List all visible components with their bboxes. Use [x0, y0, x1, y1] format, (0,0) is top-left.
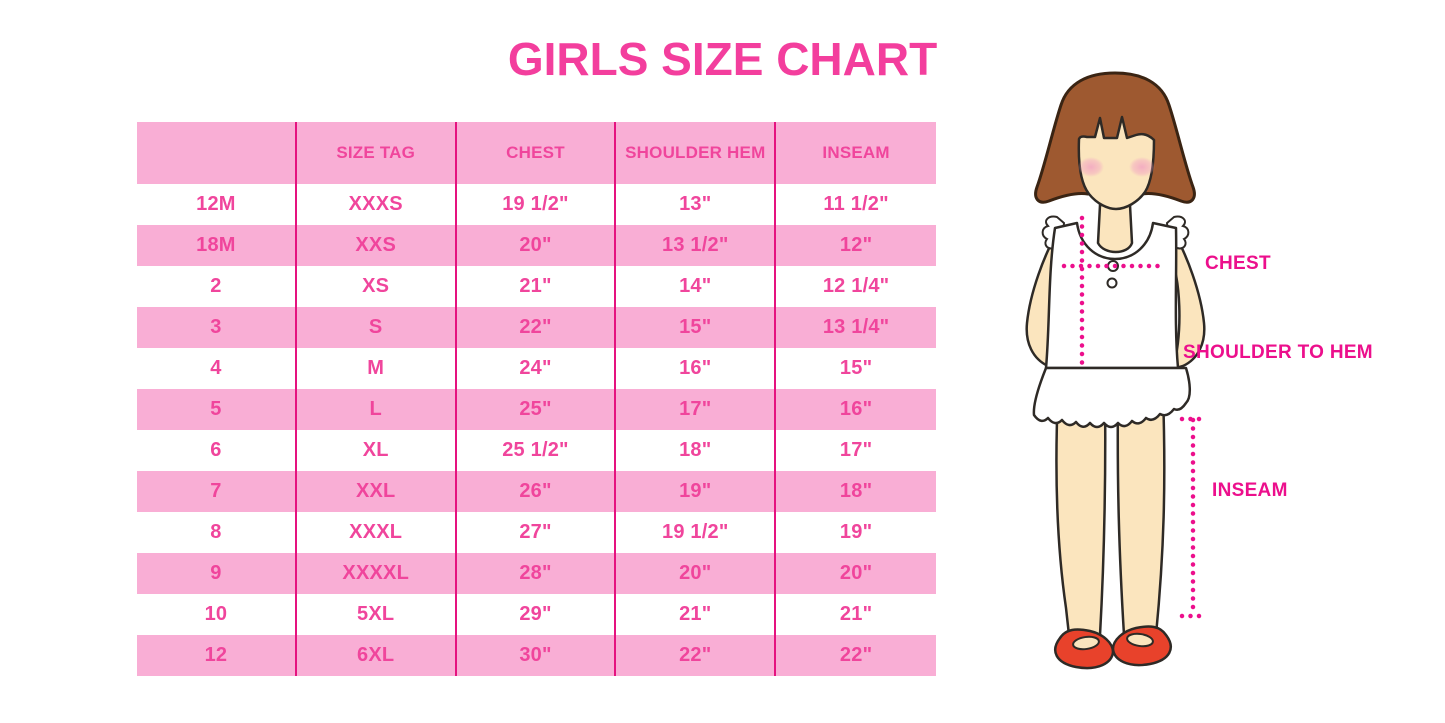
- cell-inseam: 21": [839, 603, 873, 625]
- page-title: GIRLS SIZE CHART: [507, 33, 938, 85]
- cell-chest: 30": [457, 635, 617, 676]
- table-row: 6 XL 25 1/2" 18" 17": [137, 430, 936, 471]
- cell-shoulder-hem: 21": [616, 594, 777, 635]
- cell-inseam: 19": [839, 521, 873, 543]
- cell-shoulder-hem: 14": [616, 266, 777, 307]
- cell-size-tag: XXS: [297, 225, 457, 266]
- left-leg: [1055, 391, 1107, 637]
- cell-inseam: 18": [839, 480, 873, 502]
- cell-chest: 22": [457, 307, 617, 348]
- cell-shoulder-hem: 15": [616, 307, 777, 348]
- cell-shoulder-hem: 22": [616, 635, 777, 676]
- cell-chest: 25": [457, 389, 617, 430]
- table-row: 8 XXXL 27" 19 1/2" 19": [137, 512, 936, 553]
- cell-shoulder-hem: 17": [616, 389, 777, 430]
- column-header-blank: [137, 122, 297, 184]
- column-header-size-tag: SIZE TAG: [297, 122, 457, 184]
- cell-inseam: 13 1/4": [822, 316, 890, 338]
- cell-inseam: 17": [839, 439, 873, 461]
- cell-inseam: 16": [839, 398, 873, 420]
- cell-size: 4: [137, 348, 297, 389]
- cell-size: 2: [137, 266, 297, 307]
- cell-size-tag: XXXL: [297, 512, 457, 553]
- cell-size-tag: M: [297, 348, 457, 389]
- cell-chest: 24": [457, 348, 617, 389]
- table-header-row: SIZE TAG CHEST SHOULDER HEM INSEAM: [137, 122, 936, 184]
- left-shoe: [1054, 628, 1115, 670]
- cell-size-tag: L: [297, 389, 457, 430]
- table-row: 9 XXXXL 28" 20" 20": [137, 553, 936, 594]
- cell-size-tag: XL: [297, 430, 457, 471]
- cell-size: 7: [137, 471, 297, 512]
- cell-shoulder-hem: 13": [616, 184, 777, 225]
- inseam-label: INSEAM: [1212, 480, 1288, 501]
- cell-size: 5: [137, 389, 297, 430]
- cell-size-tag: XXXS: [297, 184, 457, 225]
- table-row: 5 L 25" 17" 16": [137, 389, 936, 430]
- button-bottom: [1106, 277, 1118, 289]
- table-row: 18M XXS 20" 13 1/2" 12": [137, 225, 936, 266]
- cell-size-tag: XXXXL: [297, 553, 457, 594]
- column-header-shoulder-hem: SHOULDER HEM: [616, 122, 777, 184]
- table-row: 4 M 24" 16" 15": [137, 348, 936, 389]
- neck: [1096, 203, 1134, 254]
- cell-shoulder-hem: 18": [616, 430, 777, 471]
- cell-size: 10: [137, 594, 297, 635]
- skirt: [1032, 366, 1191, 429]
- size-chart-table: SIZE TAG CHEST SHOULDER HEM INSEAM 12M X…: [137, 122, 936, 676]
- cell-shoulder-hem: 13 1/2": [616, 225, 777, 266]
- inseam-measure-line: [1179, 416, 1208, 619]
- table-row: 10 5XL 29" 21" 21": [137, 594, 936, 635]
- cell-chest: 26": [457, 471, 617, 512]
- cell-inseam: 12 1/4": [822, 275, 890, 297]
- cell-size-tag: 6XL: [297, 635, 457, 676]
- table-row: 12M XXXS 19 1/2" 13" 11 1/2": [137, 184, 936, 225]
- chest-label: CHEST: [1205, 253, 1271, 274]
- cell-chest: 19 1/2": [457, 184, 617, 225]
- dress-bodice: [1044, 221, 1180, 370]
- cell-inseam: 22": [839, 644, 873, 666]
- cell-size-tag: XS: [297, 266, 457, 307]
- shoulder-to-hem-label: SHOULDER TO HEM: [1183, 342, 1373, 363]
- cell-size-tag: 5XL: [297, 594, 457, 635]
- cell-shoulder-hem: 19": [616, 471, 777, 512]
- cell-chest: 21": [457, 266, 617, 307]
- cell-chest: 29": [457, 594, 617, 635]
- cell-inseam: 12": [839, 234, 873, 256]
- cell-inseam: 20": [839, 562, 873, 584]
- cell-size: 8: [137, 512, 297, 553]
- column-header-inseam: INSEAM: [822, 143, 890, 162]
- right-shoe: [1111, 625, 1172, 667]
- right-arm: [1167, 227, 1206, 371]
- cell-size: 6: [137, 430, 297, 471]
- cell-size-tag: XXL: [297, 471, 457, 512]
- column-header-chest: CHEST: [457, 122, 617, 184]
- right-leg: [1116, 391, 1166, 637]
- table-row: 7 XXL 26" 19" 18": [137, 471, 936, 512]
- cell-size: 18M: [137, 225, 297, 266]
- cell-size: 12M: [137, 184, 297, 225]
- cell-size: 9: [137, 553, 297, 594]
- girl-illustration: [1025, 71, 1208, 670]
- blush-right: [1129, 157, 1155, 177]
- size-guide-figure: CHEST SHOULDER TO HEM INSEAM: [1000, 63, 1445, 723]
- blush-left: [1078, 157, 1104, 177]
- table-row: 12 6XL 30" 22" 22": [137, 635, 936, 676]
- table-row: 3 S 22" 15" 13 1/4": [137, 307, 936, 348]
- cell-chest: 20": [457, 225, 617, 266]
- cell-shoulder-hem: 16": [616, 348, 777, 389]
- table-row: 2 XS 21" 14" 12 1/4": [137, 266, 936, 307]
- cell-chest: 27": [457, 512, 617, 553]
- cell-chest: 25 1/2": [457, 430, 617, 471]
- face: [1077, 115, 1156, 211]
- cell-size-tag: S: [297, 307, 457, 348]
- cell-inseam: 15": [839, 357, 873, 379]
- cell-size: 12: [137, 635, 297, 676]
- cell-shoulder-hem: 20": [616, 553, 777, 594]
- cell-inseam: 11 1/2": [823, 193, 889, 215]
- cell-chest: 28": [457, 553, 617, 594]
- cell-size: 3: [137, 307, 297, 348]
- cell-shoulder-hem: 19 1/2": [616, 512, 777, 553]
